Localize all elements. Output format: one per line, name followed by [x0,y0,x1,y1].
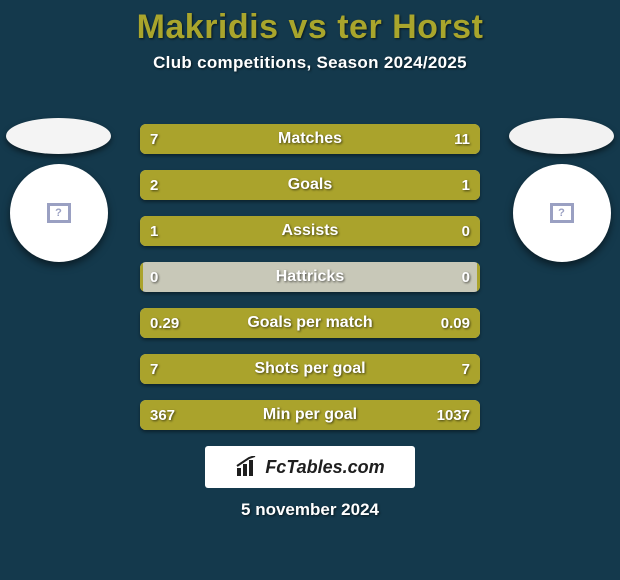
stat-label: Matches [140,124,480,154]
avatar-right [513,164,611,262]
stat-row: 77Shots per goal [140,354,480,384]
stat-row: 0.290.09Goals per match [140,308,480,338]
avatar-left [10,164,108,262]
stat-bars: 711Matches 21Goals 10Assists 00Hattricks 0.2… [140,124,480,446]
stat-label: Assists [140,216,480,246]
brand-badge: FcTables.com [205,446,415,488]
stat-row: 10Assists [140,216,480,246]
stat-row: 21Goals [140,170,480,200]
stat-row: 711Matches [140,124,480,154]
player-right [509,118,614,262]
brand-text: FcTables.com [265,457,384,478]
player-left [6,118,111,262]
brand-chart-icon [235,456,261,478]
page-title: Makridis vs ter Horst [0,0,620,47]
flag-right [509,118,614,154]
avatar-placeholder-icon [47,203,71,223]
stat-label: Goals [140,170,480,200]
comparison-card: Makridis vs ter Horst Club competitions,… [0,0,620,580]
stat-row: 3671037Min per goal [140,400,480,430]
stat-label: Min per goal [140,400,480,430]
stat-label: Hattricks [140,262,480,292]
stat-label: Goals per match [140,308,480,338]
stat-label: Shots per goal [140,354,480,384]
flag-left [6,118,111,154]
stat-row: 00Hattricks [140,262,480,292]
date: 5 november 2024 [0,500,620,520]
subtitle: Club competitions, Season 2024/2025 [0,53,620,73]
avatar-placeholder-icon [550,203,574,223]
